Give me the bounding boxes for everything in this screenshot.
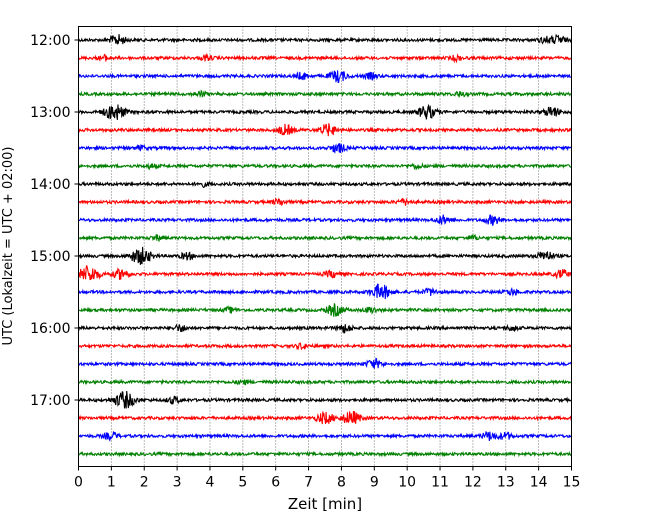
x-tick-label-0: 0 [74, 475, 83, 491]
trace-1630 [78, 357, 573, 369]
trace-1315 [78, 123, 572, 137]
x-tick-label-3: 3 [173, 475, 182, 491]
x-tick-label-12: 12 [464, 475, 482, 491]
trace-1745 [78, 450, 572, 458]
y-axis: 12:00 13:00 14:00 15:00 16:00 17:00 [30, 33, 79, 409]
trace-layer [77, 33, 573, 458]
y-tick-label-1500: 15:00 [30, 249, 70, 265]
trace-1415 [78, 197, 572, 207]
trace-1330 [77, 143, 573, 154]
x-tick-label-5: 5 [238, 475, 247, 491]
trace-1215 [78, 53, 572, 64]
trace-1445 [78, 233, 573, 242]
x-tick-label-6: 6 [271, 475, 280, 491]
y-tick-label-1400: 14:00 [30, 177, 70, 193]
trace-1200 [78, 33, 572, 45]
trace-1345 [78, 161, 572, 171]
y-tick-label-1700: 17:00 [30, 393, 70, 409]
trace-1430 [78, 214, 572, 226]
y-tick-label-1300: 13:00 [30, 105, 70, 121]
x-tick-label-2: 2 [140, 475, 149, 491]
x-axis: 0 1 2 3 4 5 6 7 8 9 10 11 12 13 14 15 [74, 466, 581, 491]
x-tick-label-11: 11 [431, 475, 449, 491]
trace-1230 [78, 70, 572, 84]
trace-1300 [78, 103, 573, 120]
trace-1500 [78, 246, 572, 265]
trace-1700 [77, 390, 573, 409]
x-tick-label-4: 4 [206, 475, 215, 491]
x-tick-label-9: 9 [370, 475, 379, 491]
trace-1600 [77, 323, 573, 334]
x-tick-label-10: 10 [398, 475, 416, 491]
trace-1645 [78, 378, 573, 386]
x-axis-label: Zeit [min] [288, 495, 362, 513]
y-axis-label: UTC (Lokalzeit = UTC + 02:00) [1, 147, 16, 346]
plot-frame [78, 26, 572, 467]
x-tick-label-13: 13 [497, 475, 515, 491]
x-tick-label-8: 8 [337, 475, 346, 491]
grid-layer [110, 26, 540, 467]
trace-1715 [77, 410, 573, 425]
trace-1545 [78, 303, 572, 317]
x-tick-label-1: 1 [107, 475, 116, 491]
trace-1400 [78, 180, 572, 189]
trace-1515 [77, 265, 573, 281]
trace-1730 [77, 430, 572, 442]
x-tick-label-14: 14 [530, 475, 548, 491]
x-tick-label-15: 15 [563, 475, 581, 491]
trace-1530 [77, 283, 573, 300]
x-tick-label-7: 7 [304, 475, 313, 491]
y-tick-label-1200: 12:00 [30, 33, 70, 49]
trace-1245 [78, 89, 572, 99]
trace-1615 [77, 342, 573, 351]
y-tick-label-1600: 16:00 [30, 321, 70, 337]
